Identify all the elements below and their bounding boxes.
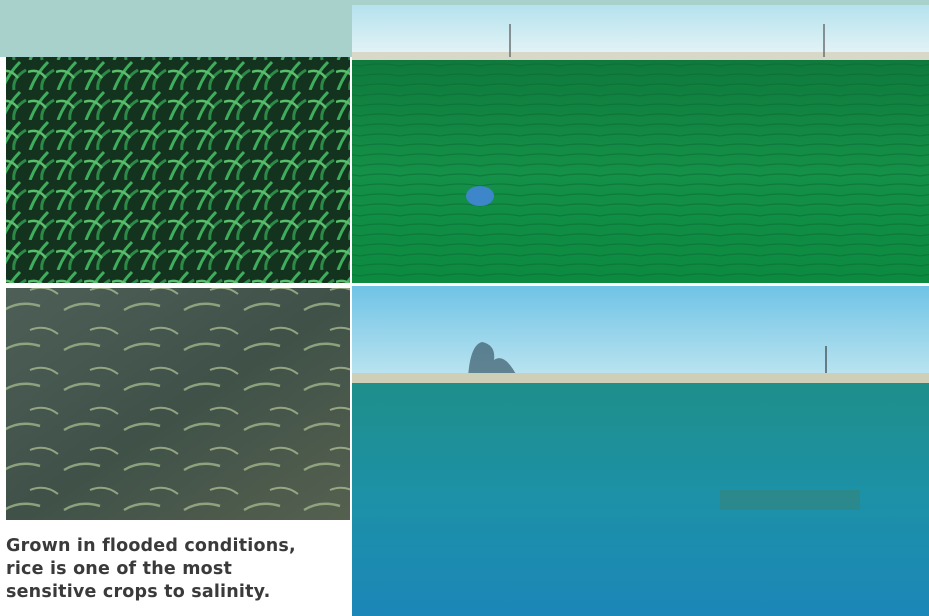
header-band	[352, 0, 929, 5]
caption-line: rice is one of the most	[6, 559, 233, 579]
photo-green-field	[352, 5, 929, 283]
caption-line: sensitive crops to salinity.	[6, 582, 271, 602]
separator	[0, 283, 929, 286]
photo-flooded-field	[352, 286, 929, 616]
caption: Grown in flooded conditions, rice is one…	[6, 535, 346, 604]
caption-line: Grown in flooded conditions,	[6, 536, 296, 556]
photo-rice-closeup	[6, 57, 350, 283]
photo-flooded-closeup	[6, 288, 350, 520]
